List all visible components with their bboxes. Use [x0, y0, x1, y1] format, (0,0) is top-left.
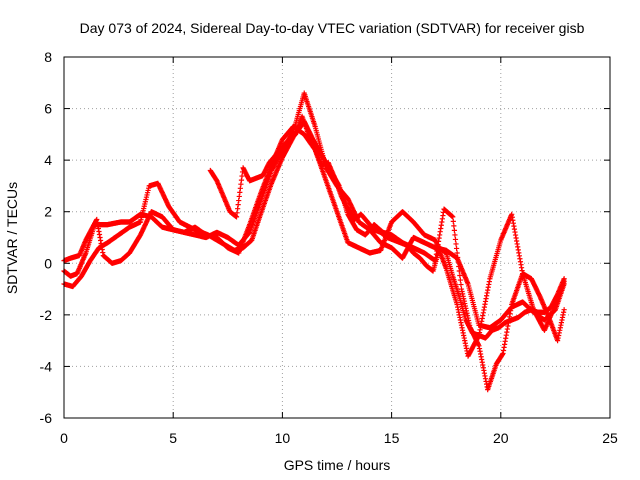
data-point [450, 214, 456, 220]
data-point [561, 307, 567, 313]
data-point [454, 250, 460, 256]
plot-frame [63, 56, 611, 419]
y-axis-label: SDTVAR / TECUs [4, 182, 20, 294]
data-point [455, 254, 461, 261]
chart-title: Day 073 of 2024, Sidereal Day-to-day VTE… [80, 20, 585, 36]
data-point [450, 218, 456, 224]
grid-layer [64, 57, 610, 418]
data-point [456, 263, 462, 270]
x-tick-label: 0 [60, 430, 68, 446]
series-track-a [61, 90, 567, 331]
y-tick-label: 2 [44, 204, 52, 220]
data-point [561, 276, 567, 282]
y-tick-label: 0 [44, 255, 52, 271]
series-track-c [61, 118, 567, 393]
data-point [457, 277, 463, 283]
x-tick-label: 5 [169, 430, 177, 446]
data-point [453, 241, 459, 247]
x-tick-label: 15 [384, 430, 400, 446]
y-tick-label: -4 [40, 358, 53, 374]
x-axis-label: GPS time / hours [284, 457, 391, 473]
data-point [452, 236, 459, 243]
y-tick-label: 6 [44, 101, 52, 117]
y-tick-label: -6 [40, 410, 53, 426]
x-tick-label: 25 [602, 430, 618, 446]
data-point [452, 232, 458, 238]
x-tick-label: 10 [275, 430, 291, 446]
data-point [451, 227, 457, 234]
y-tick-label: -2 [40, 307, 53, 323]
data-point [457, 272, 463, 279]
ticks-layer: 0 5 10 15 20 25 -6 -4 -2 0 2 4 6 8 [40, 49, 618, 446]
data-point [455, 259, 461, 265]
data-point [456, 268, 462, 274]
y-tick-label: 8 [44, 49, 52, 65]
y-tick-label: 4 [44, 152, 52, 168]
data-point [451, 223, 457, 229]
data-point [453, 245, 460, 252]
series-track-d [207, 113, 567, 341]
series-track-b [61, 124, 567, 359]
x-tick-label: 20 [493, 430, 509, 446]
data-point [458, 281, 464, 288]
points-layer [61, 90, 567, 393]
